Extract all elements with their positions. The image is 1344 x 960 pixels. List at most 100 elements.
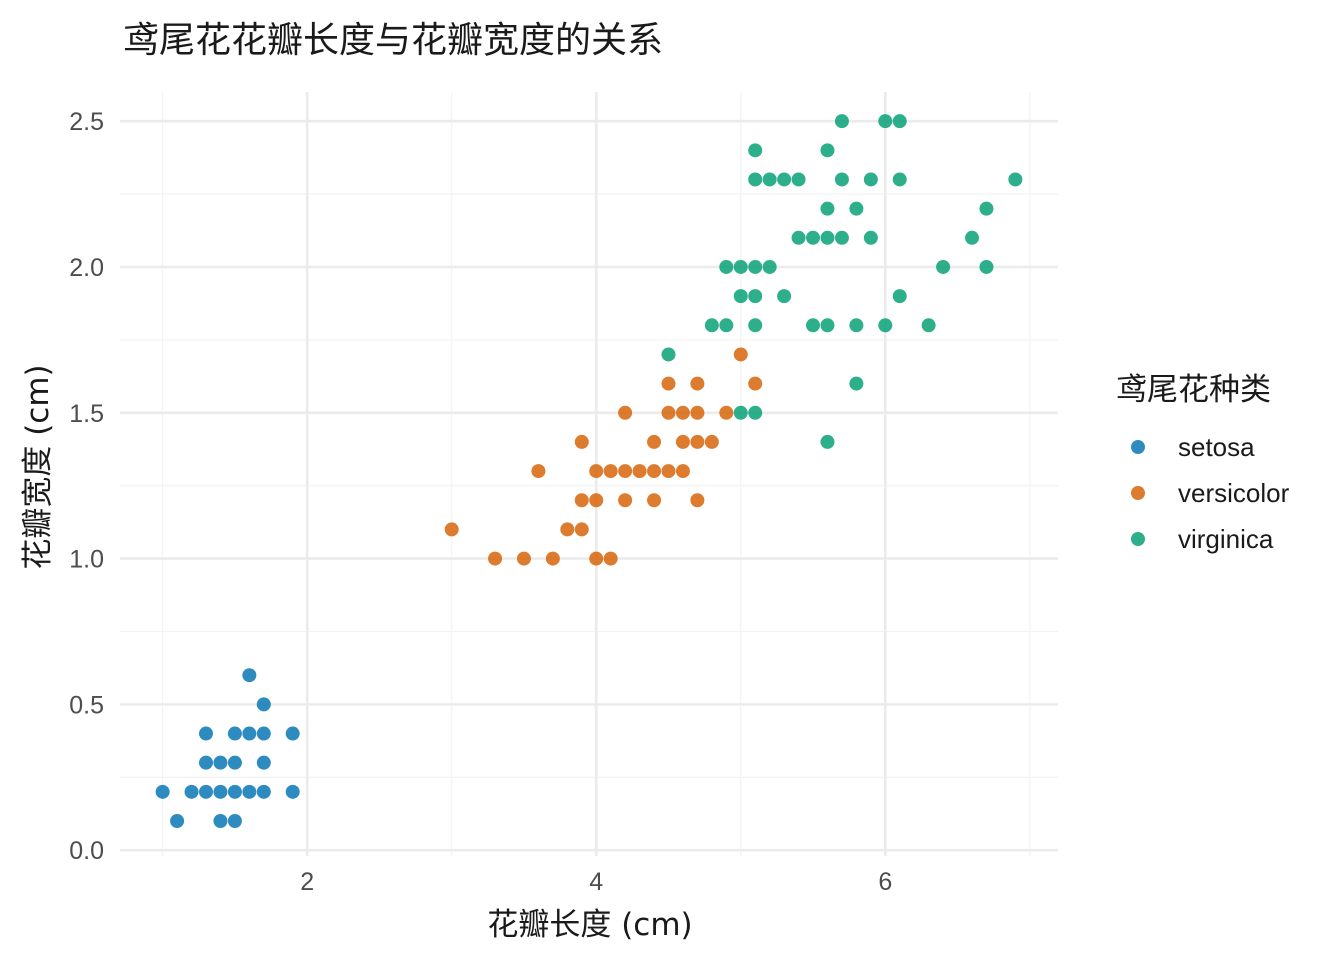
- point-setosa: [242, 784, 257, 799]
- point-virginica: [791, 172, 806, 187]
- point-versicolor: [647, 493, 662, 508]
- point-virginica: [704, 318, 719, 333]
- point-setosa: [242, 726, 257, 741]
- legend-label-virginica: virginica: [1178, 524, 1274, 554]
- x-axis-ticks: 2 4 6: [300, 868, 892, 896]
- point-virginica: [748, 405, 763, 420]
- minor-gridlines: [120, 92, 1058, 856]
- legend-key-setosa: [1131, 440, 1145, 454]
- point-virginica: [820, 318, 835, 333]
- legend-title: 鸢尾花种类: [1116, 372, 1271, 408]
- point-setosa: [184, 784, 199, 799]
- point-versicolor: [603, 464, 618, 479]
- point-virginica: [748, 318, 763, 333]
- point-virginica: [806, 230, 821, 245]
- point-setosa: [242, 668, 257, 683]
- point-virginica: [661, 347, 676, 362]
- point-virginica: [762, 172, 777, 187]
- point-virginica: [892, 114, 907, 129]
- point-virginica: [719, 318, 734, 333]
- point-versicolor: [618, 405, 633, 420]
- major-gridlines: [120, 92, 1058, 856]
- point-versicolor: [748, 376, 763, 391]
- point-virginica: [979, 201, 994, 216]
- point-versicolor: [589, 551, 604, 566]
- point-versicolor: [704, 434, 719, 449]
- point-virginica: [820, 143, 835, 158]
- x-tick-label: 6: [878, 868, 892, 896]
- point-virginica: [777, 172, 792, 187]
- point-virginica: [748, 172, 763, 187]
- point-versicolor: [632, 464, 647, 479]
- point-setosa: [198, 784, 213, 799]
- data-points: [155, 114, 1023, 829]
- point-virginica: [936, 259, 951, 274]
- point-versicolor: [516, 551, 531, 566]
- point-virginica: [719, 259, 734, 274]
- point-virginica: [834, 230, 849, 245]
- point-virginica: [748, 289, 763, 304]
- point-versicolor: [545, 551, 560, 566]
- y-tick-label: 0.0: [69, 837, 104, 865]
- point-setosa: [227, 814, 242, 829]
- point-virginica: [820, 201, 835, 216]
- point-versicolor: [574, 493, 589, 508]
- point-versicolor: [733, 347, 748, 362]
- point-versicolor: [618, 493, 633, 508]
- point-setosa: [256, 784, 271, 799]
- point-setosa: [198, 726, 213, 741]
- point-virginica: [820, 434, 835, 449]
- point-virginica: [1008, 172, 1023, 187]
- point-virginica: [762, 259, 777, 274]
- point-versicolor: [488, 551, 503, 566]
- point-virginica: [863, 172, 878, 187]
- point-versicolor: [589, 464, 604, 479]
- point-setosa: [213, 755, 228, 770]
- point-versicolor: [560, 522, 575, 537]
- point-setosa: [227, 726, 242, 741]
- point-setosa: [285, 726, 300, 741]
- point-versicolor: [618, 464, 633, 479]
- point-virginica: [849, 318, 864, 333]
- point-virginica: [965, 230, 980, 245]
- point-versicolor: [675, 434, 690, 449]
- point-virginica: [834, 114, 849, 129]
- point-versicolor: [690, 405, 705, 420]
- point-versicolor: [675, 405, 690, 420]
- point-setosa: [285, 784, 300, 799]
- y-tick-label: 1.5: [69, 400, 104, 428]
- point-virginica: [748, 259, 763, 274]
- point-versicolor: [661, 376, 676, 391]
- point-virginica: [733, 259, 748, 274]
- point-setosa: [155, 784, 170, 799]
- point-virginica: [748, 143, 763, 158]
- legend-items: setosa versicolor virginica: [1131, 432, 1290, 554]
- point-virginica: [733, 405, 748, 420]
- point-virginica: [878, 114, 893, 129]
- point-virginica: [849, 376, 864, 391]
- point-versicolor: [690, 376, 705, 391]
- y-tick-label: 2.5: [69, 108, 104, 136]
- point-virginica: [892, 289, 907, 304]
- y-tick-label: 1.0: [69, 546, 104, 574]
- point-versicolor: [647, 464, 662, 479]
- point-setosa: [213, 784, 228, 799]
- point-versicolor: [444, 522, 459, 537]
- point-virginica: [849, 201, 864, 216]
- point-setosa: [256, 755, 271, 770]
- point-versicolor: [574, 522, 589, 537]
- point-virginica: [791, 230, 806, 245]
- point-virginica: [820, 230, 835, 245]
- y-tick-label: 0.5: [69, 691, 104, 719]
- point-versicolor: [661, 464, 676, 479]
- point-virginica: [979, 259, 994, 274]
- point-setosa: [213, 814, 228, 829]
- legend-label-versicolor: versicolor: [1178, 478, 1290, 508]
- point-setosa: [170, 814, 185, 829]
- point-virginica: [892, 172, 907, 187]
- legend-key-virginica: [1131, 532, 1145, 546]
- point-versicolor: [574, 434, 589, 449]
- point-virginica: [921, 318, 936, 333]
- point-versicolor: [719, 405, 734, 420]
